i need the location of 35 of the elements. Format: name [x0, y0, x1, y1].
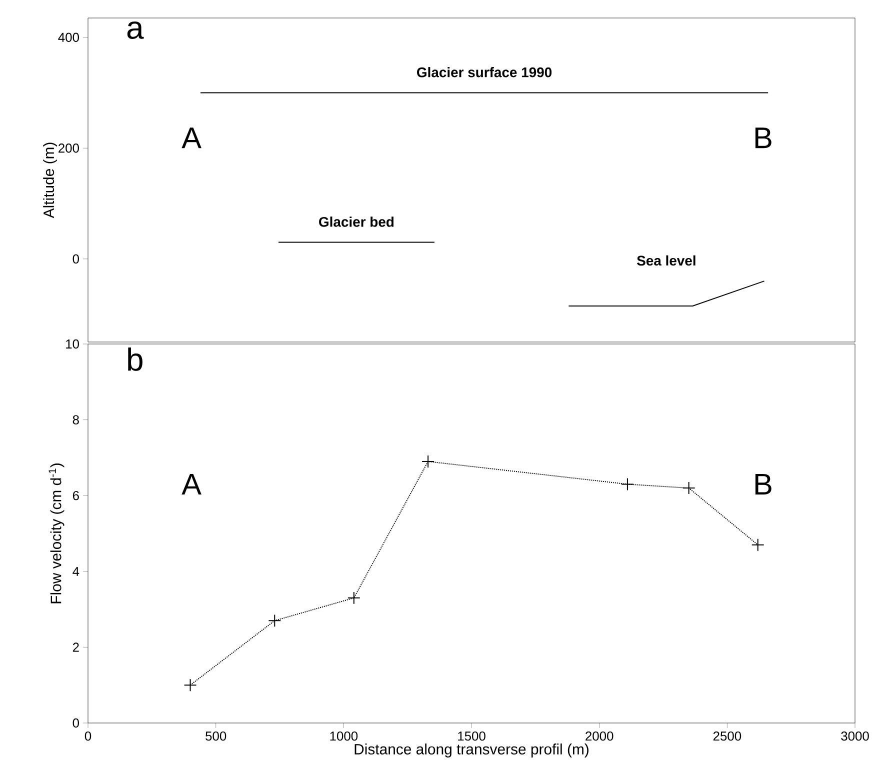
y-tick-label: 2 [72, 642, 79, 652]
chart-title: b [128, 348, 142, 371]
series-label: Glacier surface 1990 [417, 67, 552, 78]
point [751, 538, 764, 552]
point [268, 614, 282, 628]
x-tick-label: 3000 [841, 731, 869, 741]
annotation: B [755, 474, 772, 495]
x-tick-label: 2000 [586, 731, 614, 741]
y-axis-title: Altitude (m) [43, 142, 58, 218]
y-axis-title: Flow velocity (cm d$^{-1}$) [48, 464, 64, 604]
x-tick-label: 2500 [713, 731, 742, 741]
y-tick-label: 200 [58, 144, 79, 153]
annotation: A [182, 128, 202, 148]
y-tick-label: 0 [72, 254, 79, 264]
y-tick-label: 8 [72, 415, 79, 424]
annotation: A [182, 474, 202, 495]
point [184, 678, 197, 692]
x-axis-title: Distance along transverse profil (m) [354, 744, 588, 758]
text: Sea level [637, 255, 696, 266]
point [620, 478, 634, 491]
point [347, 591, 360, 604]
annotation: B [755, 128, 772, 148]
series-label: Glacier bed [319, 216, 394, 227]
y-tick-label: 0 [72, 718, 79, 728]
point [682, 482, 696, 494]
x-tick-label: 1500 [458, 731, 486, 741]
x-tick-label: 1000 [330, 731, 358, 741]
x-tick-label: 0 [84, 731, 92, 741]
y-tick-label: 400 [58, 32, 79, 42]
y-tick-label: 10 [66, 339, 79, 349]
y-tick-label: 6 [72, 491, 79, 500]
x-tick-label: 500 [206, 731, 226, 741]
y-tick-label: 4 [72, 566, 80, 576]
chart-title: a [127, 22, 144, 39]
point [422, 455, 435, 468]
